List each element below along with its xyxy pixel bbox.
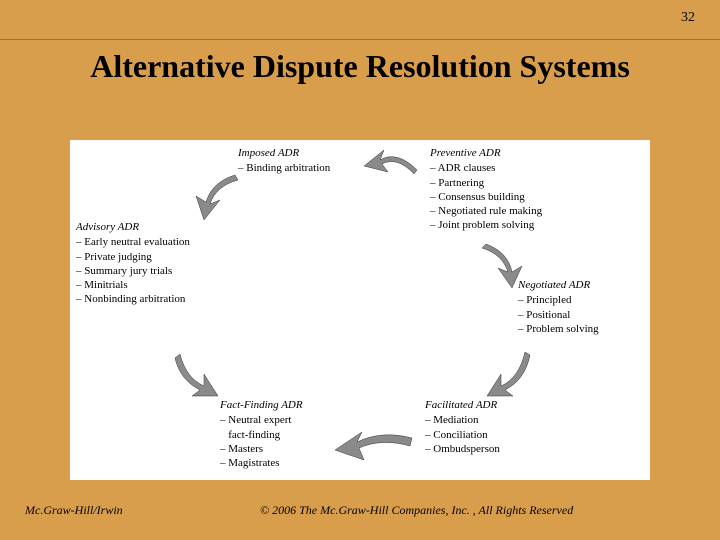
category-preventive-item: – Consensus building	[430, 190, 542, 204]
category-preventive-item: – Joint problem solving	[430, 218, 542, 232]
category-negotiated-item: – Problem solving	[518, 322, 599, 336]
page-number: 32	[681, 10, 695, 26]
category-preventive-title: Preventive ADR	[430, 146, 542, 160]
category-factfinding-item: fact-finding	[220, 428, 303, 442]
category-factfinding-item: – Magistrates	[220, 456, 303, 470]
category-preventive: Preventive ADR – ADR clauses – Partnerin…	[430, 146, 542, 233]
category-negotiated-item: – Positional	[518, 308, 599, 322]
cycle-arrow-icon	[480, 350, 535, 405]
category-factfinding-item: – Neutral expert	[220, 413, 303, 427]
category-preventive-item: – Negotiated rule making	[430, 204, 542, 218]
category-facilitated-item: – Ombudsperson	[425, 442, 500, 456]
category-advisory-item: – Nonbinding arbitration	[76, 292, 190, 306]
category-factfinding-title: Fact-Finding ADR	[220, 398, 303, 412]
category-facilitated: Facilitated ADR – Mediation – Conciliati…	[425, 398, 500, 456]
category-advisory-title: Advisory ADR	[76, 220, 190, 234]
category-advisory-item: – Private judging	[76, 250, 190, 264]
category-factfinding: Fact-Finding ADR – Neutral expert fact-f…	[220, 398, 303, 470]
category-advisory-item: – Minitrials	[76, 278, 190, 292]
cycle-arrow-icon	[190, 170, 240, 225]
category-negotiated-title: Negotiated ADR	[518, 278, 599, 292]
category-preventive-item: – Partnering	[430, 176, 542, 190]
cycle-arrow-icon	[362, 142, 422, 182]
page-title: Alternative Dispute Resolution Systems	[80, 48, 640, 85]
category-imposed-title: Imposed ADR	[238, 146, 330, 160]
header-bar	[0, 0, 720, 40]
footer-copyright: © 2006 The Mc.Graw-Hill Companies, Inc. …	[260, 503, 573, 518]
category-negotiated-item: – Principled	[518, 293, 599, 307]
category-advisory-item: – Summary jury trials	[76, 264, 190, 278]
category-advisory: Advisory ADR – Early neutral evaluation …	[76, 220, 190, 307]
category-facilitated-item: – Mediation	[425, 413, 500, 427]
category-preventive-item: – ADR clauses	[430, 161, 542, 175]
cycle-arrow-icon	[170, 350, 225, 405]
category-factfinding-item: – Masters	[220, 442, 303, 456]
cycle-arrow-icon	[332, 428, 417, 468]
category-facilitated-item: – Conciliation	[425, 428, 500, 442]
cycle-arrow-icon	[480, 240, 525, 290]
category-advisory-item: – Early neutral evaluation	[76, 235, 190, 249]
adr-cycle-diagram: Imposed ADR – Binding arbitration Preven…	[70, 140, 650, 480]
category-negotiated: Negotiated ADR – Principled – Positional…	[518, 278, 599, 336]
category-imposed-item: – Binding arbitration	[238, 161, 330, 175]
footer-publisher: Mc.Graw-Hill/Irwin	[25, 503, 123, 518]
category-imposed: Imposed ADR – Binding arbitration	[238, 146, 330, 176]
